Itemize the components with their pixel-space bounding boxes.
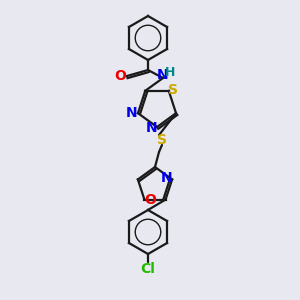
Text: H: H (165, 67, 175, 80)
Text: S: S (168, 83, 178, 97)
Text: S: S (157, 133, 167, 147)
Text: O: O (145, 193, 156, 207)
Text: N: N (146, 121, 158, 135)
Text: N: N (157, 68, 169, 82)
Text: O: O (114, 69, 126, 83)
Text: N: N (160, 171, 172, 185)
Text: Cl: Cl (141, 262, 155, 276)
Text: N: N (126, 106, 138, 120)
